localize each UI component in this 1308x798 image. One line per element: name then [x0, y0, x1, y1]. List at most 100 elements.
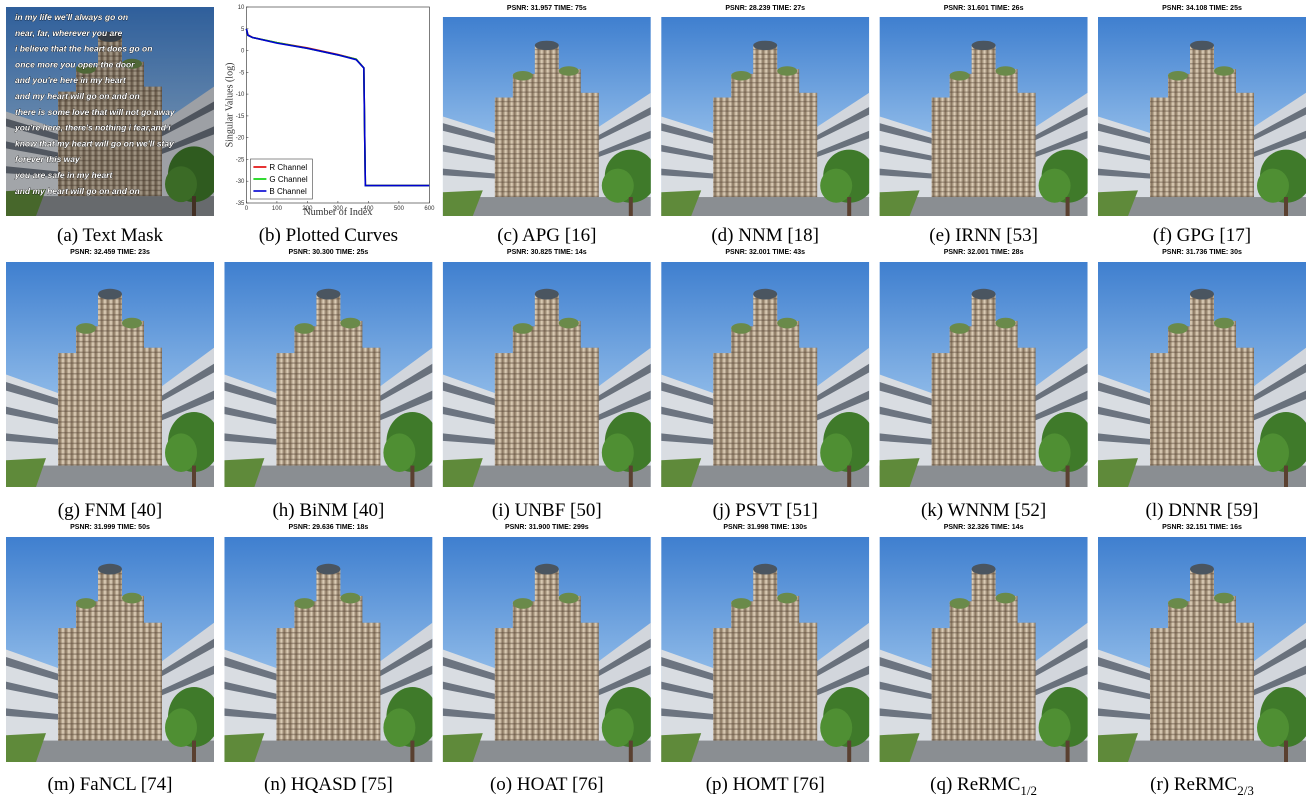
- x-tick-label: 500: [394, 206, 405, 212]
- mask-text-line: once more you open the door: [15, 59, 135, 69]
- psnr-title: PSNR: 32.459 TIME: 23s: [70, 249, 150, 256]
- caption-text: (p) HOMT [76]: [706, 774, 825, 795]
- photo: [661, 262, 875, 487]
- caption-subscript: 1/2: [1020, 783, 1037, 798]
- panel: PSNR: 28.239 TIME: 27s (d) NNM [18]: [661, 5, 875, 246]
- panel: PSNR: 31.999 TIME: 50s (m) FaNCL [74]: [6, 524, 220, 795]
- y-tick-label: -35: [236, 201, 245, 207]
- y-tick-label: -5: [239, 70, 245, 76]
- caption-text: (j) PSVT [51]: [713, 500, 818, 521]
- panel: PSNR: 31.736 TIME: 30s (l) DNNR [59]: [1098, 249, 1308, 521]
- photo: [1098, 537, 1308, 762]
- mask-text-line: you're here, there's nothing i fear,and …: [14, 123, 171, 133]
- photo: [224, 537, 438, 762]
- mask-text-line: there is some love that will not go away: [15, 107, 176, 117]
- caption-subscript: 2/3: [1237, 783, 1254, 798]
- photo: [661, 17, 875, 216]
- caption: (p) HOMT [76]: [706, 774, 825, 795]
- panel: in my life we'll always go on near, far, …: [6, 7, 220, 246]
- y-tick-label: 10: [238, 5, 245, 11]
- photo: [6, 537, 220, 762]
- psnr-title: PSNR: 31.900 TIME: 299s: [505, 524, 589, 531]
- caption-text: (b) Plotted Curves: [259, 225, 398, 246]
- mask-text-line: you are safe in my heart: [14, 170, 113, 180]
- mask-text-line: and my heart will go on and on: [15, 186, 140, 196]
- caption: (c) APG [16]: [497, 225, 596, 246]
- panel: PSNR: 31.900 TIME: 299s (o) HOAT [76]: [443, 524, 657, 795]
- mask-text-line: and my heart will go on and on: [15, 91, 140, 101]
- caption-text: (r) ReRMC: [1150, 774, 1237, 795]
- y-tick-label: -15: [236, 114, 245, 120]
- psnr-title: PSNR: 34.108 TIME: 25s: [1162, 5, 1242, 12]
- mask-text-line: and you're here in my heart: [15, 75, 127, 85]
- caption-text: (f) GPG [17]: [1153, 225, 1251, 246]
- caption: (d) NNM [18]: [711, 225, 819, 246]
- x-tick-label: 600: [424, 206, 435, 212]
- photo: [443, 537, 657, 762]
- y-tick-label: -10: [236, 92, 245, 98]
- panel: PSNR: 32.151 TIME: 16s (r) ReRMC2/3: [1098, 524, 1308, 798]
- legend-label: B Channel: [269, 187, 307, 196]
- psnr-title: PSNR: 28.239 TIME: 27s: [725, 5, 805, 12]
- psnr-title: PSNR: 32.001 TIME: 43s: [725, 249, 805, 256]
- y-tick-label: -25: [236, 157, 245, 163]
- caption: (n) HQASD [75]: [264, 774, 393, 795]
- panel: PSNR: 31.601 TIME: 26s(e) IRNN [53]: [880, 5, 1094, 246]
- psnr-title: PSNR: 30.300 TIME: 25s: [289, 249, 369, 256]
- caption: (l) DNNR [59]: [1146, 500, 1259, 521]
- mask-text-line: forever this way: [15, 154, 81, 164]
- mask-text-line: i believe that the heart does go on: [15, 44, 152, 54]
- caption: (e) IRNN [53]: [929, 225, 1038, 246]
- caption-text: (l) DNNR [59]: [1146, 500, 1259, 521]
- caption: (q) ReRMC1/2: [930, 774, 1037, 798]
- y-tick-label: -20: [236, 136, 245, 142]
- caption: (f) GPG [17]: [1153, 225, 1251, 246]
- legend-label: G Channel: [269, 175, 307, 184]
- caption: (m) FaNCL [74]: [48, 774, 173, 795]
- panel: PSNR: 31.957 TIME: 75s (c) APG [16]: [443, 5, 657, 246]
- photo: [6, 262, 220, 487]
- psnr-title: PSNR: 31.957 TIME: 75s: [507, 5, 587, 12]
- psnr-title: PSNR: 29.636 TIME: 18s: [289, 524, 369, 531]
- photo: [880, 262, 1094, 487]
- psnr-title: PSNR: 32.326 TIME: 14s: [944, 524, 1024, 531]
- caption-text: (q) ReRMC: [930, 774, 1020, 795]
- panel: PSNR: 32.459 TIME: 23s (g) FNM [40]: [6, 249, 220, 521]
- caption-text: (h) BiNM [40]: [272, 500, 384, 521]
- psnr-title: PSNR: 31.736 TIME: 30s: [1162, 249, 1242, 256]
- caption-text: (m) FaNCL [74]: [48, 774, 173, 795]
- y-axis-label: Singular Values (log): [224, 63, 235, 148]
- photo: [443, 17, 657, 216]
- photo: [1098, 17, 1308, 216]
- panel: PSNR: 30.825 TIME: 14s (i) UNBF [50]: [443, 249, 657, 521]
- caption: (g) FNM [40]: [58, 500, 163, 521]
- caption-text: (k) WNNM [52]: [921, 500, 1046, 521]
- caption: (b) Plotted Curves: [259, 225, 398, 246]
- caption-text: (o) HOAT [76]: [490, 774, 604, 795]
- caption-text: (i) UNBF [50]: [492, 500, 602, 521]
- panel: PSNR: 31.998 TIME: 130s (p) HOMT [76]: [661, 524, 875, 795]
- mask-text-line: near, far, wherever you are: [15, 28, 123, 38]
- photo: [1098, 262, 1308, 487]
- x-axis-label: Number of Index: [303, 207, 372, 218]
- psnr-title: PSNR: 32.151 TIME: 16s: [1162, 524, 1242, 531]
- panel: PSNR: 32.001 TIME: 43s (j) PSVT [51]: [661, 249, 875, 521]
- photo: [661, 537, 875, 762]
- mask-text-line: in my life we'll always go on: [15, 12, 128, 22]
- caption: (h) BiNM [40]: [272, 500, 384, 521]
- caption-text: (d) NNM [18]: [711, 225, 819, 246]
- figure: in my life we'll always go on near, far, …: [0, 0, 1308, 798]
- panel: PSNR: 34.108 TIME: 25s (f) GPG [17]: [1098, 5, 1308, 246]
- y-tick-label: -30: [236, 179, 245, 185]
- psnr-title: PSNR: 31.998 TIME: 130s: [723, 524, 807, 531]
- panel: PSNR: 29.636 TIME: 18s (n) HQASD [75]: [224, 524, 438, 795]
- caption-text: (c) APG [16]: [497, 225, 596, 246]
- panel: PSNR: 32.326 TIME: 14s (q) ReRMC1/2: [880, 524, 1094, 798]
- mask-text-line: know that my heart will go on we'll stay: [15, 138, 175, 148]
- legend-label: R Channel: [269, 163, 307, 172]
- psnr-title: PSNR: 30.825 TIME: 14s: [507, 249, 587, 256]
- psnr-title: PSNR: 31.999 TIME: 50s: [70, 524, 150, 531]
- photo: [443, 262, 657, 487]
- caption-text: (n) HQASD [75]: [264, 774, 393, 795]
